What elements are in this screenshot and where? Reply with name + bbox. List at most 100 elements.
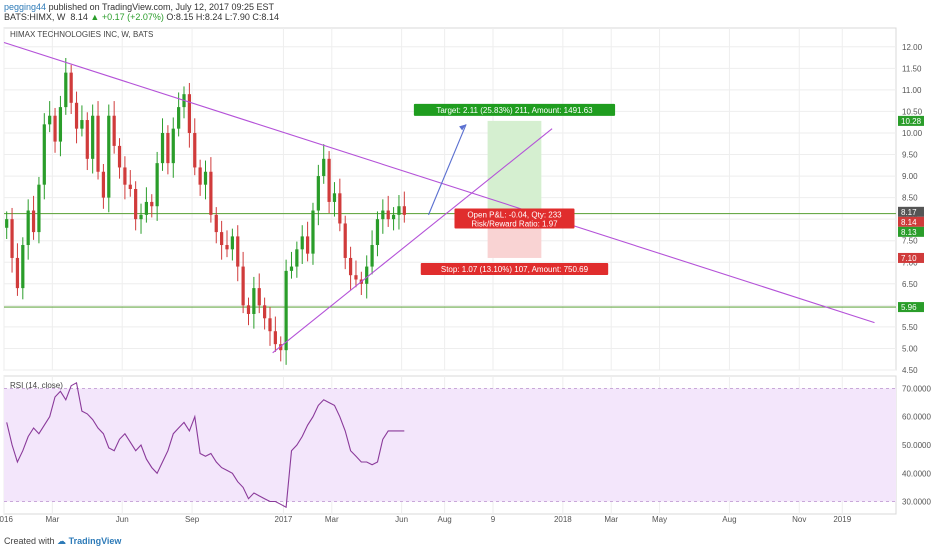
- candle-body: [246, 305, 251, 314]
- candle-body: [214, 214, 218, 233]
- tradingview-brand[interactable]: TradingView: [68, 536, 122, 546]
- chart-title: HIMAX TECHNOLOGIES INC, W, BATS: [10, 30, 153, 39]
- candle-body: [365, 266, 369, 284]
- candle-body: [220, 232, 224, 246]
- candle-body: [74, 102, 79, 129]
- stop-label-bg: [420, 262, 609, 275]
- footer: Created with ☁ TradingView: [4, 536, 121, 547]
- candle-body: [37, 184, 41, 233]
- candle-body: [123, 167, 127, 185]
- risk-reward-label: Risk/Reward Ratio: 1.97: [471, 220, 558, 229]
- candle-body: [31, 210, 36, 233]
- price-marker-label: 5.96: [901, 303, 917, 312]
- tradingview-logo-icon: ☁: [57, 536, 67, 546]
- time-tick-label: Sep: [185, 515, 200, 524]
- last-price: 8.14: [70, 12, 88, 22]
- publish-info: pegging44 published on TradingView.com, …: [4, 2, 274, 13]
- candle-body: [322, 158, 326, 177]
- candle-body: [150, 201, 154, 207]
- candle-body: [343, 223, 347, 258]
- rsi-tick-label: 40.0000: [902, 469, 931, 478]
- price-tick-label: 6.50: [902, 280, 918, 289]
- candle-body: [370, 245, 374, 267]
- candle-body: [85, 120, 89, 159]
- candle-body: [155, 163, 159, 207]
- candle-body: [397, 206, 401, 215]
- candle-body: [295, 249, 299, 267]
- time-tick-label: Aug: [722, 515, 736, 524]
- rsi-band: [4, 388, 896, 502]
- time-tick-label: Jun: [395, 515, 408, 524]
- price-tick-label: 10.00: [902, 129, 923, 138]
- price-tick-label: 11.00: [902, 86, 922, 95]
- price-chart[interactable]: 12.0011.5011.0010.5010.009.509.008.508.0…: [0, 24, 932, 534]
- price-marker-bg: [898, 216, 924, 227]
- price-tick-label: 10.50: [902, 107, 923, 116]
- candle-body: [48, 115, 52, 125]
- candle-body: [80, 120, 84, 129]
- candle-body: [257, 288, 261, 306]
- created-with-text: Created with: [4, 536, 55, 546]
- candle-body: [305, 236, 310, 254]
- target-zone: [487, 120, 542, 214]
- candle-body: [338, 193, 342, 224]
- author-link[interactable]: pegging44: [4, 2, 47, 12]
- stop-label: Stop: 1.07 (13.10%) 107, Amount: 750.69: [441, 265, 589, 274]
- candle-body: [96, 115, 100, 172]
- candle-body: [386, 210, 390, 220]
- arrow-head-icon: [459, 124, 467, 131]
- candle-body: [225, 245, 229, 250]
- candle-body: [273, 331, 277, 345]
- candle-body: [327, 158, 331, 202]
- price-marker-bg: [898, 206, 924, 217]
- price-tick-label: 5.50: [902, 323, 918, 332]
- time-tick-label: Aug: [438, 515, 452, 524]
- candle-body: [117, 145, 122, 168]
- price-marker-bg: [898, 226, 924, 237]
- time-tick-label: Mar: [604, 515, 618, 524]
- candle-body: [15, 257, 20, 289]
- ohlc-values: O:8.15 H:8.24 L:7.90 C:8.14: [166, 12, 279, 22]
- price-marker-label: 7.10: [901, 254, 917, 263]
- candle-body: [230, 236, 234, 250]
- candle-body: [112, 115, 116, 146]
- candle-body: [203, 171, 208, 185]
- candle-body: [10, 219, 14, 258]
- pnl-label-bg: [454, 208, 575, 229]
- symbol-line: BATS:HIMX, W: [4, 12, 66, 22]
- time-tick-label: May: [652, 515, 667, 524]
- published-text: published on TradingView.com, July 12, 2…: [48, 2, 275, 12]
- candle-body: [69, 72, 73, 103]
- time-tick-label: Jun: [116, 515, 129, 524]
- price-tick-label: 4.50: [902, 366, 918, 375]
- time-tick-label: Nov: [792, 515, 806, 524]
- target-label-bg: [413, 103, 616, 116]
- candle-body: [64, 72, 68, 108]
- candle-body: [241, 266, 245, 306]
- time-tick-label: Mar: [45, 515, 59, 524]
- candle-body: [177, 107, 181, 129]
- price-marker-label: 8.13: [901, 228, 917, 237]
- rsi-title: RSI (14, close): [10, 381, 63, 390]
- candle-body: [128, 184, 132, 189]
- time-tick-label: Mar: [325, 515, 339, 524]
- time-tick-label: 2016: [0, 515, 13, 524]
- candle-body: [5, 219, 9, 228]
- rsi-tick-label: 50.0000: [902, 441, 931, 450]
- price-pane: [3, 27, 897, 371]
- price-marker-bg: [898, 302, 924, 313]
- candle-body: [134, 188, 138, 220]
- candle-body: [160, 132, 165, 164]
- price-marker-bg: [898, 115, 924, 126]
- candle-body: [381, 210, 385, 220]
- candle-body: [139, 214, 143, 220]
- candle-body: [21, 245, 25, 289]
- candle-body: [101, 171, 106, 198]
- candle-body: [311, 210, 315, 254]
- price-marker-bg: [898, 252, 924, 263]
- price-tick-label: 7.50: [902, 237, 918, 246]
- price-tick-label: 12.00: [902, 43, 923, 52]
- candle-body: [252, 288, 256, 314]
- candle-body: [284, 270, 288, 351]
- price-marker-label: 8.14: [901, 218, 917, 227]
